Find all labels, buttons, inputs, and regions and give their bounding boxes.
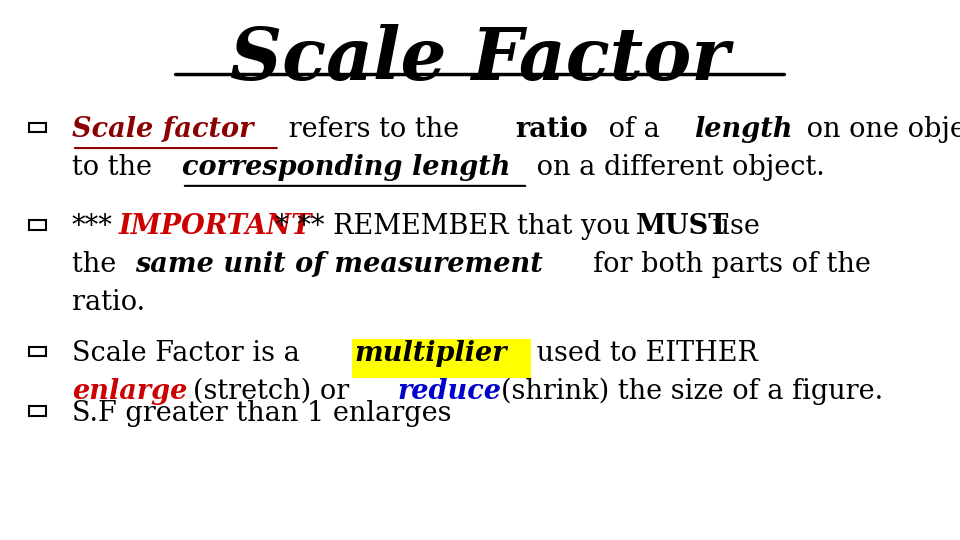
Text: to the: to the bbox=[72, 154, 160, 181]
Text: refers to the: refers to the bbox=[279, 116, 468, 143]
Text: corresponding length: corresponding length bbox=[182, 154, 511, 181]
Text: ***: *** bbox=[72, 213, 113, 240]
FancyBboxPatch shape bbox=[29, 406, 46, 416]
Text: IMPORTANT: IMPORTANT bbox=[119, 213, 312, 240]
Text: on one object: on one object bbox=[798, 116, 960, 143]
FancyBboxPatch shape bbox=[29, 123, 46, 132]
Text: for both parts of the: for both parts of the bbox=[550, 251, 871, 278]
Text: use: use bbox=[704, 213, 760, 240]
Text: same unit of measurement: same unit of measurement bbox=[134, 251, 542, 278]
Text: of a: of a bbox=[600, 116, 668, 143]
Text: (shrink) the size of a figure.: (shrink) the size of a figure. bbox=[501, 378, 883, 406]
Text: MUST: MUST bbox=[636, 213, 730, 240]
Text: Scale factor: Scale factor bbox=[72, 116, 253, 143]
Text: used to EITHER: used to EITHER bbox=[528, 340, 757, 367]
FancyBboxPatch shape bbox=[352, 339, 531, 379]
Text: ratio: ratio bbox=[516, 116, 588, 143]
Text: multiplier: multiplier bbox=[355, 340, 507, 367]
Text: Scale Factor: Scale Factor bbox=[230, 24, 730, 95]
Text: S.F greater than 1 enlarges: S.F greater than 1 enlarges bbox=[72, 400, 451, 427]
Text: the: the bbox=[72, 251, 125, 278]
Text: (stretch) or: (stretch) or bbox=[193, 378, 358, 405]
Text: * ** REMEMBER that you: * ** REMEMBER that you bbox=[275, 213, 638, 240]
FancyBboxPatch shape bbox=[29, 220, 46, 229]
Text: Scale Factor is a: Scale Factor is a bbox=[72, 340, 308, 367]
Text: length: length bbox=[694, 116, 793, 143]
Text: on a different object.: on a different object. bbox=[528, 154, 825, 181]
FancyBboxPatch shape bbox=[29, 347, 46, 356]
Text: enlarge: enlarge bbox=[72, 378, 187, 405]
Text: ratio.: ratio. bbox=[72, 289, 145, 316]
Text: reduce: reduce bbox=[397, 378, 501, 405]
